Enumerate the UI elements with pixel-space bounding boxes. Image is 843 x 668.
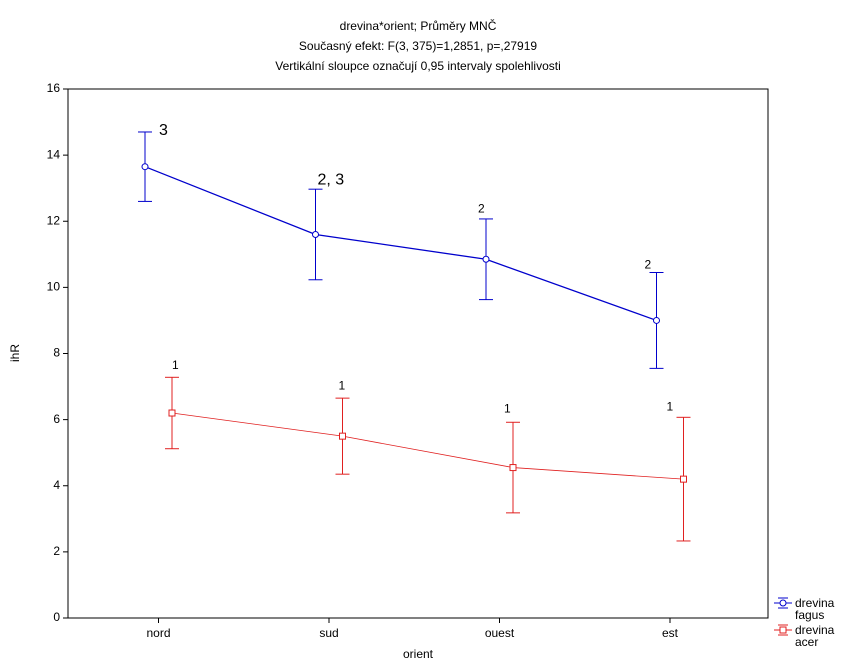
x-tick-label: est	[662, 626, 679, 640]
annotation: 2	[478, 201, 485, 215]
y-tick-label: 10	[47, 280, 61, 294]
y-tick-label: 8	[53, 346, 60, 360]
y-tick-label: 2	[53, 544, 60, 558]
y-tick-label: 0	[53, 610, 60, 624]
marker	[482, 255, 490, 263]
annotation: 2, 3	[318, 172, 345, 189]
y-axis-label: ihR	[8, 344, 22, 362]
legend-label: drevina fagus	[795, 596, 835, 622]
marker	[653, 316, 660, 324]
marker	[141, 163, 149, 171]
legend-marker	[779, 626, 787, 634]
series-line	[144, 166, 657, 322]
legend-label: drevina acer	[795, 623, 835, 649]
marker	[168, 409, 176, 417]
y-tick-label: 4	[53, 478, 60, 492]
chart-title: drevina*orient; Průměry MNČ	[340, 18, 497, 33]
x-tick-label: nord	[146, 626, 170, 640]
annotation: 2	[645, 258, 652, 272]
x-axis-label: orient	[403, 647, 434, 661]
marker	[509, 464, 517, 472]
annotation: 3	[159, 122, 168, 139]
x-tick-label: sud	[319, 626, 338, 640]
x-tick-label: ouest	[485, 626, 515, 640]
y-tick-label: 12	[47, 213, 61, 227]
marker	[680, 475, 687, 483]
annotation: 1	[504, 402, 511, 416]
y-tick-label: 14	[47, 147, 61, 161]
y-tick-label: 16	[47, 81, 61, 95]
plot-frame	[67, 88, 769, 619]
y-tick-label: 6	[53, 412, 60, 426]
legend-marker	[779, 599, 787, 607]
marker	[312, 230, 319, 238]
annotation: 1	[172, 358, 179, 372]
annotation: 1	[667, 399, 674, 413]
chart-note: Vertikální sloupce označují 0,95 interva…	[275, 59, 561, 73]
marker	[339, 432, 346, 440]
annotation: 1	[339, 378, 346, 392]
chart-subtitle: Současný efekt: F(3, 375)=1,2851, p=,279…	[299, 39, 537, 53]
series-line	[171, 412, 684, 480]
